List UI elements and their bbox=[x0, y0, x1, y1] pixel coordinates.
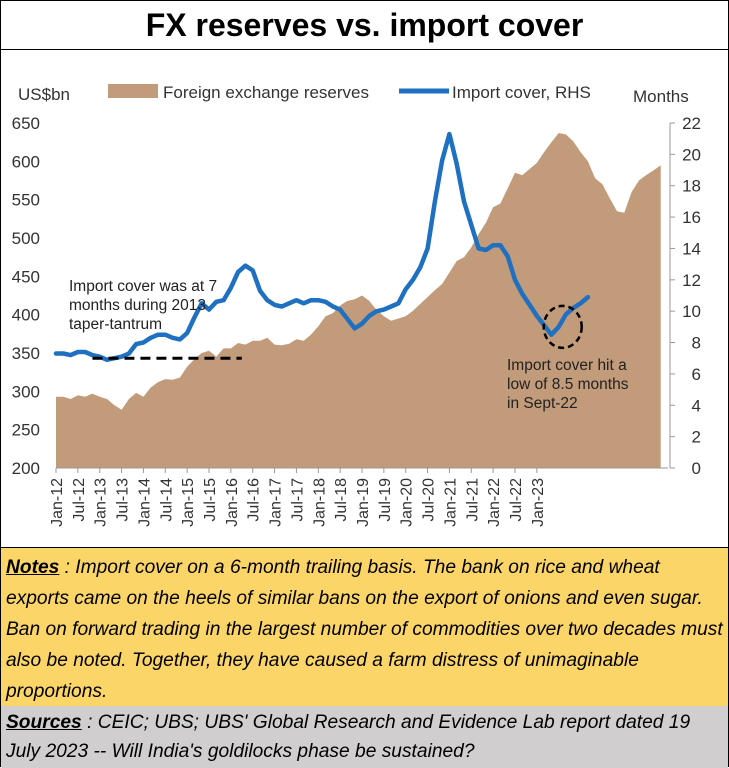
y-left-tick-label: 300 bbox=[12, 382, 40, 401]
x-tick-label: Jul-15 bbox=[202, 478, 219, 522]
y-right-tick-label: 4 bbox=[692, 396, 701, 415]
notes-label: Notes bbox=[6, 557, 60, 578]
x-tick-label: Jan-15 bbox=[180, 478, 197, 527]
y-left-tick-label: 400 bbox=[12, 306, 40, 325]
sept-22-low-circle bbox=[542, 304, 583, 350]
y-right-tick-label: 20 bbox=[682, 145, 701, 164]
fx-import-cover-chart: Foreign exchange reserves Import cover, … bbox=[12, 83, 701, 527]
x-tick-label: Jan-12 bbox=[49, 478, 66, 527]
x-tick-label: Jan-13 bbox=[93, 478, 110, 527]
x-tick-label: Jul-20 bbox=[421, 478, 438, 522]
y-right-tick-label: 0 bbox=[692, 459, 701, 478]
x-tick-label: Jul-21 bbox=[464, 478, 481, 522]
y-right-tick-label: 8 bbox=[692, 334, 701, 353]
legend-label-import-cover: Import cover, RHS bbox=[452, 83, 591, 102]
x-tick-label: Jan-16 bbox=[224, 478, 241, 527]
x-tick-label: Jul-13 bbox=[115, 478, 132, 522]
y-left-tick-label: 250 bbox=[12, 421, 40, 440]
y-right-tick-label: 22 bbox=[682, 114, 701, 133]
notes-text: : Import cover on a 6-month trailing bas… bbox=[6, 557, 723, 702]
y-right-tick-label: 2 bbox=[692, 428, 701, 447]
y-axis-right-label: Months bbox=[633, 87, 689, 106]
import-cover-line bbox=[53, 131, 591, 363]
sources-panel: Sources : CEIC; UBS; UBS' Global Researc… bbox=[1, 706, 728, 768]
y-right-tick-label: 10 bbox=[682, 302, 701, 321]
x-tick-label: Jul-19 bbox=[377, 478, 394, 522]
y-left-tick-label: 550 bbox=[12, 191, 40, 210]
x-tick-label: Jan-19 bbox=[355, 478, 372, 527]
y-right-tick-label: 6 bbox=[692, 365, 701, 384]
x-tick-label: Jul-17 bbox=[289, 478, 306, 522]
notes-panel: Notes : Import cover on a 6-month traili… bbox=[1, 547, 728, 711]
annotation-taper-tantrum-text: months during 2013 bbox=[69, 297, 206, 314]
y-left-tick-label: 450 bbox=[12, 267, 40, 286]
chart-title: FX reserves vs. import cover bbox=[1, 1, 728, 50]
annotation-taper-tantrum-text: taper-tantrum bbox=[69, 316, 162, 333]
annotation-sept-22-text: low of 8.5 months bbox=[507, 376, 629, 393]
y-left-tick-label: 600 bbox=[12, 152, 40, 171]
y-right-tick-label: 14 bbox=[682, 239, 701, 258]
x-tick-label: Jan-20 bbox=[399, 478, 416, 527]
annotation-sept-22-text: Import cover hit a bbox=[507, 357, 627, 374]
legend-label-reserves: Foreign exchange reserves bbox=[163, 83, 369, 102]
reserves-area bbox=[56, 133, 661, 468]
annotation-taper-tantrum-text: Import cover was at 7 bbox=[69, 278, 217, 295]
y-left-tick-label: 500 bbox=[12, 229, 40, 248]
x-tick-label: Jul-12 bbox=[71, 478, 88, 522]
y-axis-left-label: US$bn bbox=[18, 85, 70, 104]
legend-swatch-reserves bbox=[108, 84, 158, 98]
y-right-tick-label: 18 bbox=[682, 177, 701, 196]
y-right-tick-label: 12 bbox=[682, 271, 701, 290]
x-tick-label: Jan-18 bbox=[311, 478, 328, 527]
y-left-tick-label: 200 bbox=[12, 459, 40, 478]
x-tick-label: Jul-14 bbox=[158, 478, 175, 522]
y-left-tick-label: 350 bbox=[12, 344, 40, 363]
sources-label: Sources bbox=[6, 712, 82, 733]
x-tick-label: Jan-17 bbox=[268, 478, 285, 527]
x-tick-label: Jan-14 bbox=[136, 478, 153, 527]
x-tick-label: Jul-18 bbox=[333, 478, 350, 522]
x-tick-label: Jan-22 bbox=[486, 478, 503, 527]
y-right-tick-label: 16 bbox=[682, 208, 701, 227]
y-left-tick-label: 650 bbox=[12, 114, 40, 133]
x-tick-label: Jan-21 bbox=[442, 478, 459, 527]
annotation-sept-22-text: in Sept-22 bbox=[507, 395, 578, 412]
sources-text: : CEIC; UBS; UBS' Global Research and Ev… bbox=[6, 712, 691, 762]
chart-area: Foreign exchange reserves Import cover, … bbox=[1, 50, 728, 546]
x-tick-label: Jan-23 bbox=[530, 478, 547, 527]
x-tick-label: Jul-22 bbox=[508, 478, 525, 522]
x-tick-label: Jul-16 bbox=[246, 478, 263, 522]
